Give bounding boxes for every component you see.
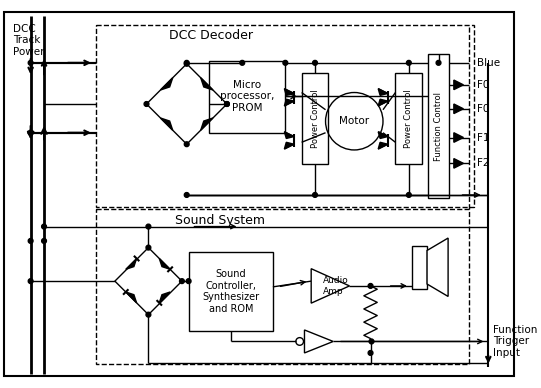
Circle shape [28, 130, 33, 135]
Circle shape [28, 130, 33, 135]
Polygon shape [427, 238, 448, 296]
Polygon shape [285, 132, 294, 139]
Text: Function
Trigger
Input: Function Trigger Input [493, 325, 537, 358]
Circle shape [144, 102, 149, 106]
Circle shape [240, 61, 245, 65]
Polygon shape [454, 104, 464, 114]
Text: F2: F2 [477, 158, 489, 168]
Polygon shape [454, 159, 464, 168]
Text: F0: F0 [477, 80, 489, 90]
Bar [209, 61, 285, 133]
Polygon shape [454, 80, 464, 90]
Circle shape [42, 224, 47, 229]
Circle shape [368, 284, 373, 288]
Text: F0: F0 [477, 104, 489, 114]
Text: Sound
Controller,
Synthesizer
and ROM: Sound Controller, Synthesizer and ROM [202, 269, 259, 314]
Bar [412, 246, 427, 289]
Polygon shape [378, 99, 388, 106]
Text: Power Control: Power Control [311, 89, 320, 148]
Circle shape [225, 102, 229, 106]
Circle shape [186, 279, 191, 284]
Polygon shape [161, 78, 173, 90]
Polygon shape [126, 292, 136, 303]
Circle shape [369, 339, 374, 344]
Polygon shape [305, 330, 333, 353]
Circle shape [368, 350, 373, 355]
Text: Micro
processor,
PROM: Micro processor, PROM [220, 80, 274, 113]
Circle shape [184, 61, 189, 65]
Circle shape [28, 61, 33, 65]
Bar [395, 73, 422, 165]
Polygon shape [285, 99, 294, 106]
Text: Blue: Blue [477, 58, 500, 68]
Text: F1: F1 [477, 133, 489, 142]
Polygon shape [454, 133, 464, 142]
Bar [189, 253, 273, 331]
Circle shape [28, 279, 33, 284]
Polygon shape [159, 258, 170, 269]
Bar [96, 209, 469, 364]
Text: DCC Decoder: DCC Decoder [169, 29, 253, 42]
Circle shape [313, 192, 318, 197]
Polygon shape [378, 142, 388, 149]
Bar [96, 26, 474, 208]
Text: Power Control: Power Control [404, 89, 413, 148]
Bar [301, 73, 328, 165]
Polygon shape [285, 142, 294, 149]
Polygon shape [201, 78, 213, 90]
Polygon shape [126, 258, 136, 269]
Polygon shape [311, 268, 349, 303]
Text: Function Control: Function Control [434, 92, 443, 161]
Circle shape [406, 192, 411, 197]
Polygon shape [378, 89, 388, 95]
Circle shape [42, 239, 47, 243]
Circle shape [184, 192, 189, 197]
Polygon shape [378, 132, 388, 139]
Polygon shape [159, 292, 170, 303]
Circle shape [406, 61, 411, 65]
Circle shape [180, 279, 184, 284]
Text: Sound System: Sound System [175, 214, 265, 227]
Polygon shape [285, 89, 294, 95]
Circle shape [184, 61, 189, 66]
Circle shape [146, 312, 151, 317]
Polygon shape [201, 118, 213, 130]
Text: DCC
Track
Power: DCC Track Power [14, 24, 45, 57]
Circle shape [146, 245, 151, 250]
Circle shape [225, 102, 229, 106]
Circle shape [283, 61, 288, 65]
Text: Motor: Motor [339, 116, 370, 126]
Bar [428, 54, 449, 198]
Circle shape [28, 239, 33, 243]
Circle shape [313, 61, 318, 65]
Circle shape [184, 142, 189, 147]
Text: Audio
Amp: Audio Amp [322, 276, 348, 296]
Polygon shape [161, 118, 173, 130]
Circle shape [436, 61, 441, 65]
Circle shape [146, 224, 151, 229]
